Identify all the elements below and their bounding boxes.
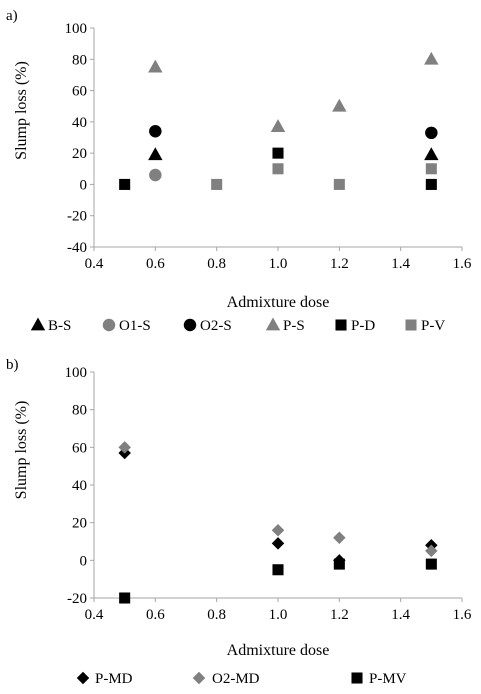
data-point xyxy=(272,147,284,159)
data-point xyxy=(272,163,284,175)
legend-marker xyxy=(335,319,347,331)
x-tick-label: 0.8 xyxy=(207,256,226,272)
y-axis-label: Slump loss (%) xyxy=(13,61,30,160)
x-tick-label: 1.4 xyxy=(391,607,410,623)
legend-marker xyxy=(76,671,90,685)
data-point xyxy=(272,564,284,576)
x-axis-label: Admixture dose xyxy=(227,642,330,659)
panel-label: b) xyxy=(6,357,19,373)
legend-label: O2-S xyxy=(200,318,232,334)
series-p-md xyxy=(118,446,438,567)
data-point xyxy=(211,178,223,190)
data-point xyxy=(149,125,162,138)
x-tick-label: 0.4 xyxy=(85,607,104,623)
y-tick-label: -40 xyxy=(67,240,87,256)
data-point xyxy=(333,558,345,570)
legend-label: P-D xyxy=(351,318,375,334)
y-tick-label: 100 xyxy=(65,21,88,37)
data-point xyxy=(148,147,163,161)
data-point xyxy=(425,163,437,175)
data-point xyxy=(425,178,437,190)
x-tick-label: 1.2 xyxy=(330,256,349,272)
legend-label: P-S xyxy=(283,318,305,334)
x-tick-label: 0.8 xyxy=(207,607,226,623)
y-tick-label: 40 xyxy=(72,478,87,494)
data-point xyxy=(119,178,131,190)
legend-label: O2-MD xyxy=(212,671,260,687)
data-point xyxy=(149,168,162,182)
data-point xyxy=(270,119,286,132)
data-point xyxy=(119,592,131,604)
y-tick-label: 60 xyxy=(72,440,87,456)
y-tick-label: -20 xyxy=(67,591,87,607)
legend-label: P-MD xyxy=(95,671,133,687)
y-tick-label: 0 xyxy=(80,553,88,569)
x-tick-label: 1.0 xyxy=(269,256,288,272)
series-o1-s xyxy=(149,168,162,182)
data-point xyxy=(118,441,131,454)
legend-marker xyxy=(30,317,46,331)
x-tick-label: 1.0 xyxy=(269,607,288,623)
data-point xyxy=(424,51,439,65)
data-point xyxy=(148,59,163,73)
y-tick-label: 60 xyxy=(72,84,87,100)
y-tick-label: 80 xyxy=(72,52,87,68)
series-p-v xyxy=(211,163,437,190)
legend-marker xyxy=(405,319,417,331)
x-tick-label: 1.4 xyxy=(391,256,410,272)
y-tick-label: 100 xyxy=(65,365,88,381)
chart-panel-a: a) -40 -20 0 20 40 60 80 100 0.4 0.6 0.8 1.0 1.2 1.4 1.… xyxy=(6,8,472,334)
data-point xyxy=(332,98,347,112)
legend-marker xyxy=(192,671,206,685)
legend-marker xyxy=(351,672,363,684)
legend-marker xyxy=(183,318,197,332)
y-tick-label: 0 xyxy=(80,177,88,193)
series-p-mv xyxy=(119,558,437,604)
data-point xyxy=(333,178,345,190)
series-o2-md xyxy=(118,441,438,558)
legend-label: O1-S xyxy=(119,318,151,334)
x-tick-label: 0.4 xyxy=(85,256,104,272)
data-point xyxy=(424,147,439,161)
y-axis-label: Slump loss (%) xyxy=(13,401,30,500)
y-tick-label: -20 xyxy=(67,209,87,225)
y-tick-label: 20 xyxy=(72,516,87,532)
panel-label: a) xyxy=(6,8,18,24)
x-axis-label: Admixture dose xyxy=(227,294,330,311)
data-point xyxy=(271,537,285,550)
legend-label: P-V xyxy=(421,318,445,334)
legend: P-MD O2-MD P-MV xyxy=(76,671,407,687)
x-tick-label: 1.2 xyxy=(330,607,349,623)
series-o2-s xyxy=(149,125,438,140)
x-tick-label: 1.6 xyxy=(453,607,472,623)
legend: B-S O1-S O2-S P-S P-D P-V xyxy=(30,317,445,334)
series-p-s xyxy=(148,51,439,132)
x-tick-label: 0.6 xyxy=(146,607,165,623)
y-tick-label: 40 xyxy=(72,115,87,131)
data-point xyxy=(425,126,438,140)
y-tick-label: 20 xyxy=(72,146,87,162)
x-tick-label: 0.6 xyxy=(146,256,165,272)
y-tick-label: 80 xyxy=(72,403,87,419)
series-p-d xyxy=(119,147,437,190)
data-point xyxy=(425,558,437,570)
legend-marker xyxy=(102,318,116,332)
data-point xyxy=(271,523,285,537)
x-tick-label: 1.6 xyxy=(453,256,472,272)
data-point xyxy=(425,544,438,558)
legend-label: B-S xyxy=(48,318,71,334)
chart-panel-b: b) -20 0 20 40 60 80 100 0.4 0.6 0.8 1.0 1.2 1.4 1.6 Ad… xyxy=(6,357,472,687)
legend-marker xyxy=(265,317,281,331)
series-b-s xyxy=(148,147,439,161)
legend-label: P-MV xyxy=(369,671,407,687)
data-point xyxy=(333,531,346,544)
